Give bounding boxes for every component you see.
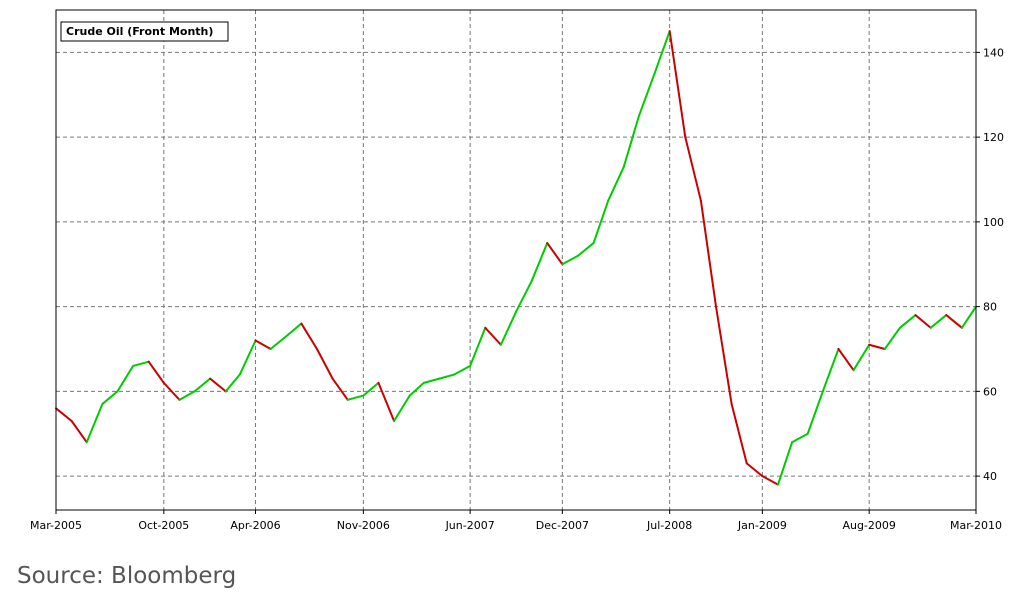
price-segment <box>178 390 196 401</box>
x-tick-label: Apr-2006 <box>230 519 280 532</box>
price-segment <box>684 136 702 202</box>
price-segment <box>269 335 288 350</box>
price-segment <box>238 339 257 376</box>
price-segment <box>132 360 150 367</box>
price-segment <box>761 475 779 486</box>
y-tick-label: 80 <box>983 301 997 314</box>
price-segment <box>929 314 948 329</box>
price-segment <box>209 377 227 393</box>
source-caption: Source: Bloomberg <box>17 563 237 589</box>
price-segment <box>438 373 456 380</box>
price-segment <box>515 280 533 312</box>
price-segment <box>960 305 977 329</box>
price-segment <box>193 377 212 393</box>
plot-frame <box>55 9 977 511</box>
price-segment <box>362 381 380 397</box>
price-segment <box>776 441 794 486</box>
price-segment <box>162 381 181 401</box>
price-segment <box>745 462 764 478</box>
price-segment <box>331 377 349 401</box>
price-segment <box>898 314 917 329</box>
price-segment <box>637 72 656 117</box>
price-segment <box>499 309 518 346</box>
price-segment <box>408 381 425 397</box>
x-tick-label: Jun-2007 <box>445 519 495 532</box>
price-series <box>55 30 977 486</box>
price-segment <box>715 305 733 406</box>
price-segment <box>484 326 502 346</box>
price-segment <box>806 390 824 435</box>
price-segment <box>592 199 610 245</box>
x-tick-label: Jul-2008 <box>646 519 692 532</box>
price-segment <box>101 390 119 406</box>
x-tick-label: Dec-2007 <box>536 519 589 532</box>
price-segment <box>469 326 487 367</box>
price-segment <box>622 114 640 168</box>
y-tick-label: 100 <box>983 216 1004 229</box>
legend-box: Crude Oil (Front Month) <box>60 21 229 42</box>
price-segment <box>914 314 932 329</box>
y-tick-label: 60 <box>983 385 997 398</box>
price-segment <box>116 364 135 393</box>
price-segment <box>791 432 809 444</box>
x-axis: Mar-2005 Oct-2005 Apr-2006 Nov-2006 Jun-2007… <box>30 510 1002 532</box>
price-segment <box>821 347 840 393</box>
price-segment <box>285 322 303 338</box>
price-segment <box>561 254 579 266</box>
price-segment <box>668 30 687 139</box>
price-segment <box>576 242 595 257</box>
x-tick-label: Nov-2006 <box>337 519 390 532</box>
price-segment <box>254 339 272 350</box>
x-tick-label: Mar-2010 <box>950 519 1002 532</box>
price-segment <box>868 343 886 350</box>
price-segment <box>346 394 365 401</box>
price-segment <box>55 407 73 423</box>
price-segment <box>699 199 718 308</box>
price-segment <box>453 364 472 376</box>
plot-background <box>56 10 976 510</box>
price-segment <box>422 377 441 384</box>
price-segment <box>837 347 855 372</box>
y-tick-label: 40 <box>983 470 997 483</box>
y-tick-label: 120 <box>983 131 1004 144</box>
crude-oil-chart: Mar-2005 Oct-2005 Apr-2006 Nov-2006 Jun-2007… <box>30 9 1004 532</box>
price-segment <box>945 314 963 329</box>
price-segment <box>546 242 564 266</box>
price-segment <box>730 403 748 465</box>
price-segment <box>530 242 549 283</box>
price-segment <box>607 165 625 202</box>
x-tick-label: Oct-2005 <box>138 519 189 532</box>
price-segment <box>653 30 671 75</box>
price-segment <box>147 360 165 384</box>
x-tick-label: Aug-2009 <box>842 519 895 532</box>
legend-label: Crude Oil (Front Month) <box>66 25 213 38</box>
price-segment <box>300 322 318 350</box>
price-segment <box>315 347 334 380</box>
price-segment <box>852 343 871 372</box>
x-tick-label: Jan-2009 <box>737 519 787 532</box>
y-tick-label: 140 <box>983 46 1004 59</box>
price-segment <box>883 326 901 350</box>
price-segment <box>70 420 88 444</box>
price-segment <box>85 403 104 444</box>
price-segment <box>393 394 411 423</box>
y-axis: 40 60 80 100 120 140 <box>976 46 1004 483</box>
x-tick-label: Mar-2005 <box>30 519 82 532</box>
price-segment <box>377 381 396 423</box>
price-segment <box>224 373 241 393</box>
